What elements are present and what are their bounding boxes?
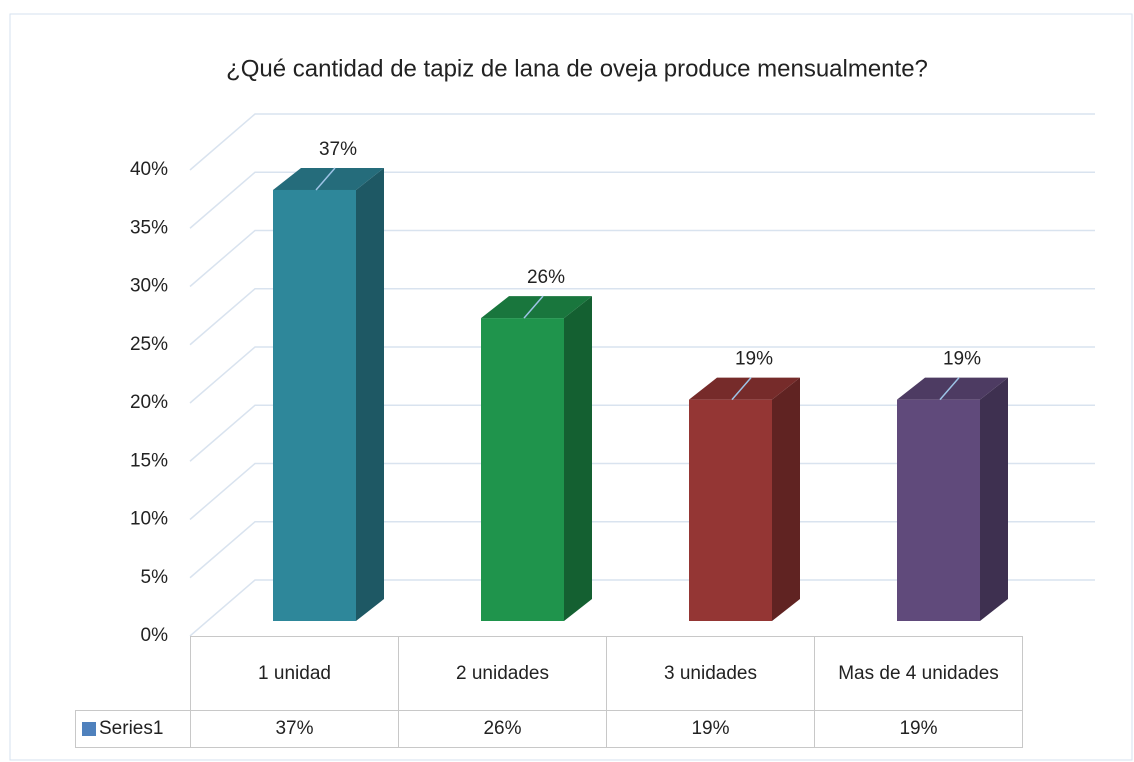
data-label: 26% [527,267,565,288]
grid-line [189,171,1095,229]
category-cell: 2 unidades [398,636,607,711]
value-cell: 37% [190,710,399,748]
legend-label: Series1 [99,718,164,739]
value-cell: 19% [814,710,1023,748]
bar [481,318,564,621]
bar-side [772,377,800,621]
grid-line [189,229,1095,288]
y-tick-label: 20% [130,392,168,413]
y-tick-label: 5% [141,567,169,588]
y-tick-label: 25% [130,334,168,355]
category-cell: 1 unidad [190,636,399,711]
leader-line [939,377,960,401]
grid-line [189,288,1095,346]
y-tick-label: 0% [141,625,169,646]
legend-swatch [82,722,96,736]
value-cell: 19% [606,710,815,748]
data-label: 37% [319,139,357,160]
grid-line [189,404,1095,462]
leader-line [523,295,544,319]
data-label: 19% [735,349,773,370]
bar-side [564,296,592,621]
bar-top [481,296,592,319]
leader-line [315,167,336,191]
y-tick-label: 30% [130,276,168,297]
y-tick-label: 40% [130,159,168,180]
value-cell: 26% [398,710,607,748]
bar [689,399,772,621]
bar [273,189,356,621]
y-tick-label: 35% [130,217,168,238]
bar-side [980,377,1008,621]
grid-line [189,521,1095,579]
bar-side [356,167,384,621]
chart-frame [9,13,1133,761]
grid-line [189,346,1095,404]
bar-top [689,377,800,400]
bar-top [897,377,1008,400]
grid-line [189,579,1095,637]
y-tick-label: 10% [130,509,168,530]
chart-title: ¿Qué cantidad de tapiz de lana de oveja … [226,55,928,82]
data-label: 19% [943,349,981,370]
grid-line [189,462,1095,521]
bar-top [273,167,384,190]
bar [897,399,980,621]
grid-line [189,113,1095,171]
category-cell: 3 unidades [606,636,815,711]
legend-cell: Series1 [75,710,191,748]
y-tick-label: 15% [130,450,168,471]
category-cell: Mas de 4 unidades [814,636,1023,711]
leader-line [731,377,752,401]
